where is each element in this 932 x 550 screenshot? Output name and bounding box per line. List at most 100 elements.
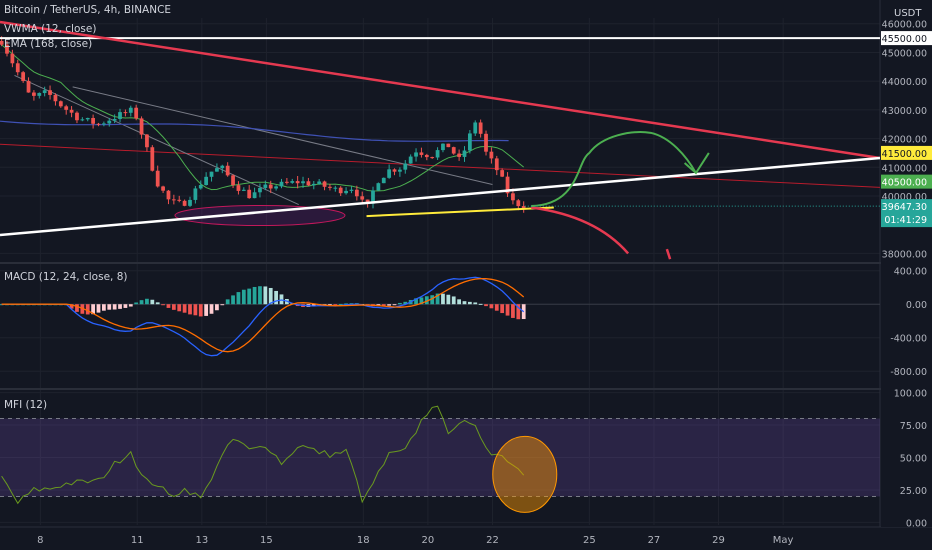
- candle[interactable]: [96, 123, 101, 125]
- macd-histogram-bar[interactable]: [215, 304, 219, 311]
- candle[interactable]: [177, 199, 182, 201]
- candle[interactable]: [241, 189, 246, 191]
- macd-histogram-bar[interactable]: [349, 303, 354, 305]
- mfi-line[interactable]: [1, 405, 525, 505]
- macd-histogram-bar[interactable]: [478, 303, 483, 305]
- macd-histogram-bar[interactable]: [484, 304, 488, 307]
- macd-histogram-bar[interactable]: [446, 294, 451, 305]
- macd-histogram-bar[interactable]: [118, 304, 122, 309]
- candle[interactable]: [473, 122, 478, 134]
- candle[interactable]: [220, 165, 225, 169]
- candle[interactable]: [354, 189, 359, 197]
- macd-histogram-bar[interactable]: [123, 304, 128, 308]
- macd-line[interactable]: [1, 276, 525, 357]
- macd-histogram-bar[interactable]: [516, 304, 521, 320]
- candle[interactable]: [32, 92, 36, 96]
- macd-histogram-bar[interactable]: [193, 304, 198, 316]
- macd-histogram-bar[interactable]: [263, 286, 268, 305]
- candle[interactable]: [419, 152, 424, 155]
- candle[interactable]: [91, 117, 95, 124]
- red-projection-tail[interactable]: [665, 248, 672, 260]
- candle[interactable]: [403, 163, 408, 170]
- macd-histogram-bar[interactable]: [69, 304, 74, 309]
- macd-histogram-bar[interactable]: [505, 304, 510, 316]
- candle[interactable]: [258, 187, 262, 193]
- macd-histogram-bar[interactable]: [511, 304, 515, 318]
- candle[interactable]: [58, 101, 63, 107]
- macd-histogram-bar[interactable]: [467, 301, 472, 305]
- macd-histogram-bar[interactable]: [155, 302, 160, 305]
- macd-histogram-bar[interactable]: [441, 293, 445, 305]
- candle[interactable]: [171, 199, 176, 201]
- candle[interactable]: [101, 123, 106, 125]
- candle[interactable]: [462, 150, 467, 157]
- candle[interactable]: [145, 134, 149, 148]
- macd-histogram-bar[interactable]: [403, 301, 408, 305]
- candle[interactable]: [204, 176, 209, 186]
- candle[interactable]: [451, 147, 456, 154]
- candle[interactable]: [10, 53, 15, 64]
- macd-histogram-bar[interactable]: [392, 304, 397, 306]
- macd-histogram-bar[interactable]: [96, 304, 101, 313]
- candle[interactable]: [446, 143, 451, 148]
- candle[interactable]: [5, 44, 9, 54]
- macd-histogram-bar[interactable]: [145, 298, 149, 305]
- vwma-legend[interactable]: VWMA (12, close): [4, 23, 97, 35]
- grey-channel-line[interactable]: [72, 86, 493, 185]
- candle[interactable]: [252, 192, 257, 199]
- candle[interactable]: [279, 181, 284, 187]
- macd-histogram-bar[interactable]: [236, 292, 241, 305]
- red-projection-curve[interactable]: [531, 206, 630, 255]
- ema-line[interactable]: [0, 120, 509, 142]
- macd-histogram-bar[interactable]: [381, 304, 386, 307]
- candle[interactable]: [53, 94, 58, 102]
- signal-line[interactable]: [1, 277, 525, 353]
- macd-histogram-bar[interactable]: [457, 299, 461, 305]
- macd-histogram-bar[interactable]: [161, 304, 165, 306]
- candle[interactable]: [430, 157, 435, 159]
- candle[interactable]: [198, 185, 203, 189]
- macd-histogram-bar[interactable]: [85, 304, 90, 315]
- candle[interactable]: [37, 93, 42, 96]
- macd-histogram-bar[interactable]: [274, 290, 278, 305]
- candle[interactable]: [360, 196, 365, 200]
- candle[interactable]: [478, 122, 483, 134]
- green-arrow-head[interactable]: [683, 152, 710, 175]
- candle[interactable]: [123, 112, 128, 114]
- yellow-support-line[interactable]: [366, 206, 554, 218]
- candle[interactable]: [317, 181, 322, 184]
- candle[interactable]: [263, 184, 268, 188]
- candle[interactable]: [284, 181, 289, 183]
- candle[interactable]: [505, 176, 510, 194]
- macd-histogram-bar[interactable]: [171, 304, 176, 310]
- candle[interactable]: [494, 158, 499, 171]
- mfi-legend[interactable]: MFI (12): [4, 399, 48, 411]
- green-projection-curve[interactable]: [531, 131, 697, 208]
- candle[interactable]: [139, 118, 144, 135]
- support-zone-ellipse[interactable]: [174, 204, 346, 226]
- candle[interactable]: [484, 133, 488, 152]
- currency-label[interactable]: USDT: [894, 8, 922, 19]
- candle[interactable]: [193, 188, 198, 200]
- candle[interactable]: [128, 107, 133, 113]
- macd-histogram-bar[interactable]: [101, 304, 106, 311]
- candle[interactable]: [15, 63, 20, 73]
- macd-histogram-bar[interactable]: [231, 295, 235, 305]
- candle[interactable]: [381, 177, 386, 184]
- candle[interactable]: [134, 107, 139, 119]
- candle[interactable]: [311, 183, 316, 186]
- macd-legend[interactable]: MACD (12, 24, close, 8): [4, 271, 128, 283]
- candle[interactable]: [161, 186, 165, 191]
- candle[interactable]: [42, 90, 47, 94]
- macd-histogram-bar[interactable]: [128, 304, 133, 307]
- ascending-support-line[interactable]: [0, 156, 881, 237]
- candle[interactable]: [231, 175, 235, 186]
- macd-histogram-bar[interactable]: [430, 295, 435, 305]
- candle[interactable]: [150, 147, 155, 171]
- macd-histogram-bar[interactable]: [500, 304, 505, 314]
- candle[interactable]: [349, 189, 354, 191]
- candle[interactable]: [521, 206, 526, 209]
- candle[interactable]: [333, 187, 338, 189]
- macd-histogram-bar[interactable]: [150, 299, 155, 305]
